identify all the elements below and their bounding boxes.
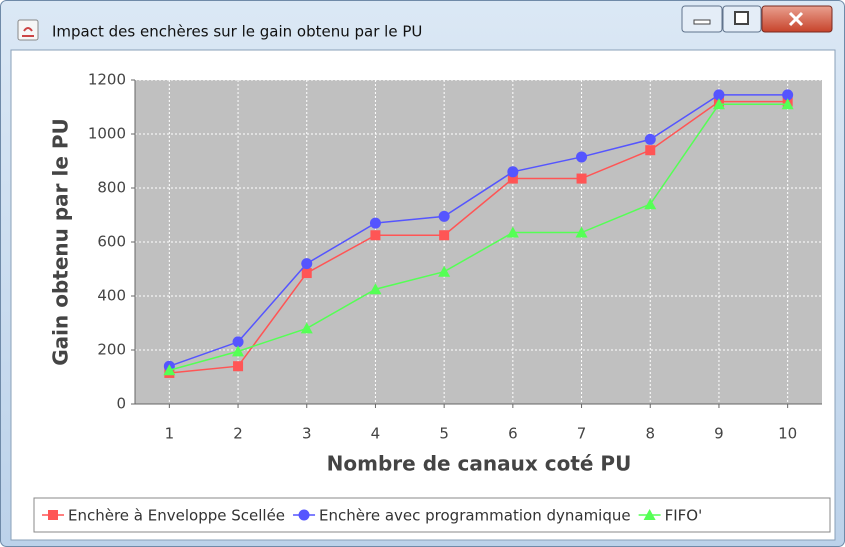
marker xyxy=(645,145,656,156)
y-tick-label: 1200 xyxy=(88,71,126,89)
y-tick-label: 800 xyxy=(97,179,126,197)
marker xyxy=(712,98,725,110)
marker xyxy=(301,258,313,270)
x-tick-label: 3 xyxy=(302,425,312,443)
marker xyxy=(48,510,58,520)
y-tick-label: 400 xyxy=(97,287,126,305)
marker xyxy=(232,345,245,357)
legend-box xyxy=(33,497,831,533)
app-icon-glyph xyxy=(22,27,34,37)
marker xyxy=(713,89,725,101)
minimize-button[interactable] xyxy=(681,5,723,33)
marker xyxy=(782,89,794,101)
marker xyxy=(575,226,588,238)
x-tick-label: 8 xyxy=(645,425,655,443)
marker xyxy=(369,217,381,229)
y-tick-label: 0 xyxy=(116,395,126,413)
x-tick-label: 9 xyxy=(714,425,724,443)
x-tick-label: 6 xyxy=(508,425,518,443)
marker xyxy=(644,133,656,145)
marker xyxy=(643,509,656,520)
legend-label: FIFO' xyxy=(665,507,703,525)
marker xyxy=(576,151,588,163)
x-tick-label: 10 xyxy=(778,425,797,443)
legend: Enchère à Enveloppe Scellée Enchère avec … xyxy=(42,507,702,525)
y-tick-label: 1000 xyxy=(88,125,126,143)
x-tick-label: 4 xyxy=(371,425,381,443)
plot: 0 200 400 600 800 1000 1200 1 2 3 4 5 6 7 8 9 10 xyxy=(88,71,822,443)
legend-label: Enchère à Enveloppe Scellée xyxy=(68,507,285,525)
y-tick-label: 200 xyxy=(97,341,126,359)
marker xyxy=(300,322,313,334)
marker xyxy=(232,336,244,348)
marker xyxy=(439,230,450,241)
marker xyxy=(370,230,381,241)
minimize-icon xyxy=(693,19,711,25)
y-tick-label: 600 xyxy=(97,233,126,251)
marker xyxy=(163,364,176,376)
series-line xyxy=(169,94,788,367)
marker xyxy=(369,283,382,295)
series-line xyxy=(169,100,788,374)
marker xyxy=(298,509,310,521)
window-title: Impact des enchères sur le gain obtenu p… xyxy=(52,23,422,41)
series-line xyxy=(169,103,788,371)
marker xyxy=(576,173,587,184)
x-axis-label: Nombre de canaux coté PU xyxy=(327,452,632,476)
x-tick-label: 7 xyxy=(577,425,587,443)
marker xyxy=(507,166,519,178)
marker xyxy=(301,268,312,279)
marker xyxy=(438,210,450,222)
marker xyxy=(506,226,519,238)
marker xyxy=(781,98,794,110)
close-icon xyxy=(788,11,804,27)
y-axis-label: Gain obtenu par le PU xyxy=(49,118,73,366)
legend-label: Enchère avec programmation dynamique xyxy=(319,507,631,525)
maximize-icon xyxy=(734,11,749,25)
x-tick-label: 5 xyxy=(439,425,449,443)
x-tick-label: 1 xyxy=(165,425,175,443)
marker xyxy=(233,361,244,372)
marker xyxy=(644,198,657,210)
marker xyxy=(438,265,451,277)
marker xyxy=(507,173,518,184)
x-tick-label: 2 xyxy=(233,425,243,443)
